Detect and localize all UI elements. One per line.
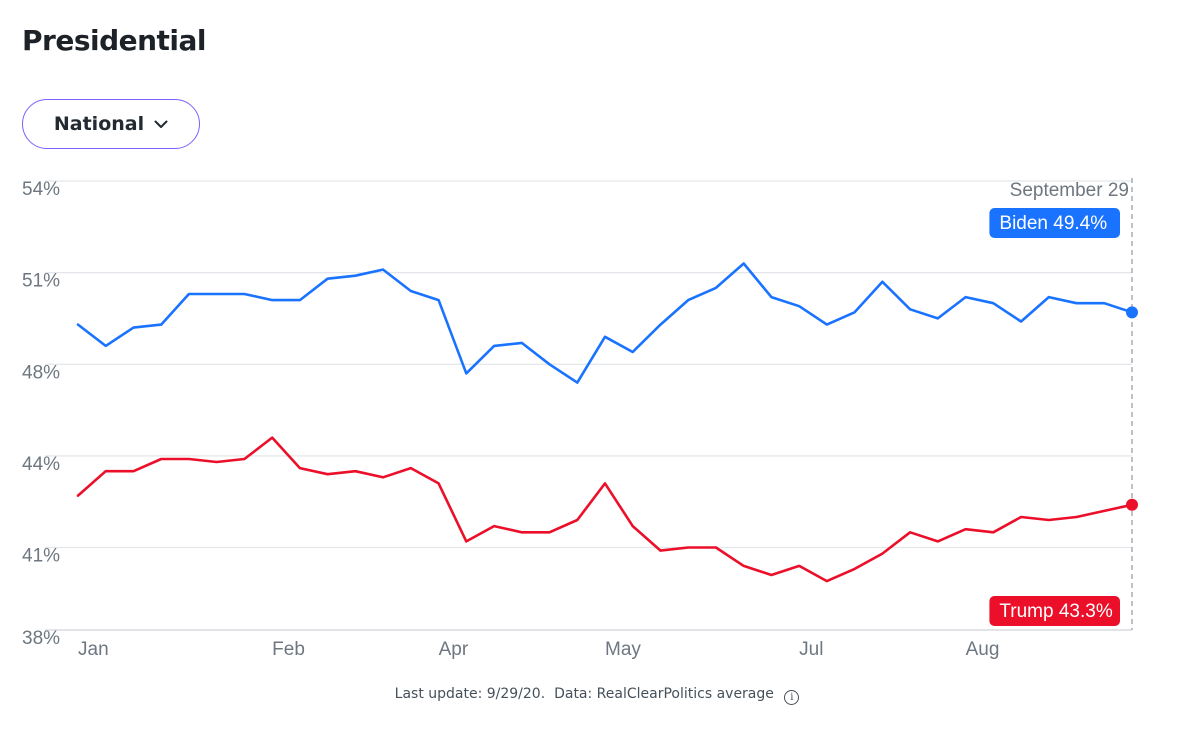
chart-gridlines — [45, 180, 1132, 631]
badge-trump: Trump 43.3% — [989, 596, 1120, 626]
series-marker-biden — [1126, 306, 1138, 319]
series-line-biden — [76, 262, 1134, 384]
series-lines — [76, 262, 1138, 583]
chart-footer: Last update: 9/29/20. Data: RealClearPol… — [0, 686, 1194, 705]
series-marker-trump — [1126, 498, 1138, 511]
x-tick-label: Feb — [272, 639, 305, 660]
x-tick-label: Jul — [799, 639, 823, 660]
region-dropdown[interactable]: National — [22, 99, 200, 149]
x-tick-label: Aug — [966, 639, 1000, 660]
y-tick-label: 41% — [22, 546, 60, 567]
y-axis-labels: 54% 51% 48% 44% 41% 38% — [22, 179, 60, 649]
y-tick-label: 38% — [22, 628, 60, 649]
chevron-down-icon — [154, 120, 168, 128]
y-tick-label: 48% — [22, 362, 60, 383]
y-tick-label: 44% — [22, 454, 60, 475]
series-line-trump — [76, 436, 1134, 583]
y-tick-label: 51% — [22, 271, 60, 292]
page-title: Presidential — [22, 24, 207, 57]
x-tick-label: Jan — [78, 639, 109, 660]
badge-biden: Biden 49.4% — [989, 208, 1120, 238]
info-icon[interactable]: i — [784, 690, 800, 705]
badge-label: Biden 49.4% — [999, 213, 1107, 234]
last-update-text: Last update: 9/29/20. — [394, 686, 546, 702]
region-dropdown-label: National — [53, 113, 145, 135]
poll-chart[interactable]: 54% 51% 48% 44% 41% 38% Jan Feb Apr May Jul Aug Se… — [0, 170, 1194, 670]
x-tick-label: May — [605, 639, 641, 660]
series-badges: Biden 49.4% Trump 43.3% — [989, 208, 1120, 626]
hover-date: September 29 — [1010, 180, 1129, 201]
data-source-text: Data: RealClearPolitics average — [554, 686, 774, 702]
y-tick-label: 54% — [22, 179, 60, 200]
x-tick-label: Apr — [439, 639, 469, 660]
x-axis-labels: Jan Feb Apr May Jul Aug — [78, 639, 999, 660]
badge-label: Trump 43.3% — [999, 601, 1112, 622]
